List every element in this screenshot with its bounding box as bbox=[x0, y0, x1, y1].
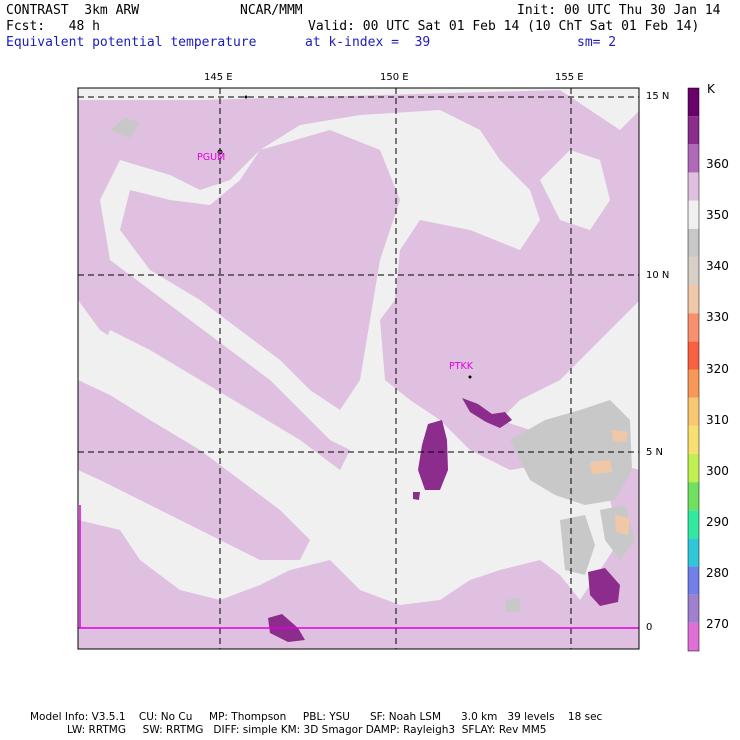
colorbar-swatch bbox=[688, 622, 699, 651]
colorbar-label: 320 bbox=[706, 361, 729, 376]
model-title: CONTRAST 3km ARW bbox=[6, 3, 140, 18]
station-label-ptkk: PTKK bbox=[449, 361, 473, 372]
colorbar-swatch bbox=[688, 510, 699, 539]
colorbar-label: 270 bbox=[706, 617, 729, 631]
forecast-hour: Fcst: 48 h bbox=[6, 19, 100, 34]
colorbar-frame bbox=[687, 87, 700, 652]
valid-time: Valid: 00 UTC Sat 01 Feb 14 (10 ChT Sat … bbox=[308, 19, 700, 34]
theta-e-field bbox=[78, 88, 639, 649]
colorbar-label: 330 bbox=[706, 310, 729, 325]
field-name: Equivalent potential temperature bbox=[6, 35, 257, 50]
colorbar-swatch bbox=[688, 425, 699, 454]
station-label-pgum: PGUM bbox=[197, 152, 226, 163]
colorbar-label: 280 bbox=[706, 565, 729, 580]
lat-label-equator: 0 bbox=[646, 622, 653, 633]
colorbar-swatch bbox=[688, 566, 699, 595]
colorbar-label: 350 bbox=[706, 208, 729, 223]
colorbar-swatch bbox=[688, 482, 699, 511]
colorbar-swatch bbox=[688, 256, 699, 286]
station-marker-top bbox=[244, 95, 248, 99]
colorbar-label: 310 bbox=[706, 412, 729, 427]
init-time: Init: 00 UTC Thu 30 Jan 14 bbox=[517, 3, 721, 18]
colorbar-swatch bbox=[688, 172, 699, 201]
colorbar-label: 340 bbox=[706, 259, 729, 274]
colorbar-swatch bbox=[688, 453, 699, 483]
lat-label-15n: 15 N bbox=[646, 91, 670, 102]
colorbar bbox=[687, 87, 700, 652]
colorbar-swatch bbox=[688, 228, 699, 257]
vertical-level: at k-index = 39 bbox=[305, 35, 431, 50]
colorbar-swatch bbox=[688, 538, 699, 567]
colorbar-label: 300 bbox=[706, 463, 729, 478]
colorbar-label: 360 bbox=[706, 157, 729, 172]
map-frame bbox=[77, 87, 640, 650]
model-info-line1: Model Info: V3.5.1 CU: No Cu MP: Thompso… bbox=[30, 711, 603, 723]
lat-label-5n: 5 N bbox=[646, 447, 664, 458]
colorbar-swatch bbox=[688, 313, 699, 342]
colorbar-swatch bbox=[688, 397, 699, 426]
colorbar-label: 290 bbox=[706, 514, 729, 529]
colorbar-unit: K bbox=[707, 82, 715, 96]
lat-label-10n: 10 N bbox=[646, 270, 670, 281]
colorbar-swatch bbox=[688, 116, 699, 145]
lon-label-145: 145 E bbox=[204, 72, 233, 83]
colorbar-swatch bbox=[688, 144, 699, 173]
smoothing: sm= 2 bbox=[577, 35, 617, 50]
station-marker-ptkk bbox=[468, 375, 472, 379]
colorbar-swatch bbox=[688, 594, 699, 623]
colorbar-swatch bbox=[688, 88, 699, 117]
colorbar-swatch bbox=[688, 200, 699, 229]
lat-lon-grid bbox=[78, 88, 639, 649]
model-info-line2: LW: RRTMG SW: RRTMG DIFF: simple KM: 3D … bbox=[67, 724, 547, 736]
colorbar-swatch bbox=[688, 369, 699, 398]
lon-label-155: 155 E bbox=[555, 72, 584, 83]
colorbar-swatch bbox=[688, 285, 699, 314]
colorbar-swatch bbox=[688, 341, 699, 370]
organization: NCAR/MMM bbox=[240, 3, 303, 18]
station-marker-pgum bbox=[217, 149, 223, 155]
lon-label-150: 150 E bbox=[380, 72, 409, 83]
